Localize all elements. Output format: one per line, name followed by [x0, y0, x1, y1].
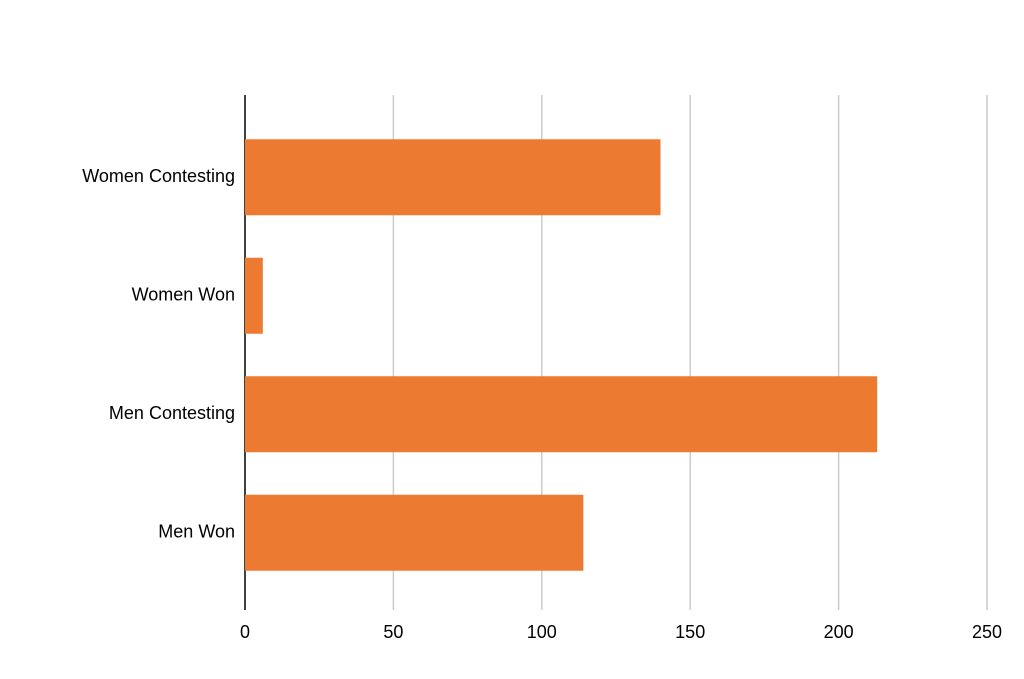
- y-tick-label: Men Won: [158, 522, 235, 542]
- bar: [245, 257, 263, 334]
- bar: [245, 494, 584, 571]
- x-tick-label: 100: [527, 622, 557, 642]
- y-tick-label: Women Contesting: [82, 166, 235, 186]
- y-tick-label: Men Contesting: [109, 403, 235, 423]
- bar: [245, 139, 661, 216]
- x-tick-label: 200: [824, 622, 854, 642]
- x-tick-label: 250: [972, 622, 1002, 642]
- x-tick-label: 50: [383, 622, 403, 642]
- y-tick-label: Women Won: [132, 285, 235, 305]
- x-tick-label: 0: [240, 622, 250, 642]
- bar: [245, 376, 878, 453]
- x-tick-label: 150: [675, 622, 705, 642]
